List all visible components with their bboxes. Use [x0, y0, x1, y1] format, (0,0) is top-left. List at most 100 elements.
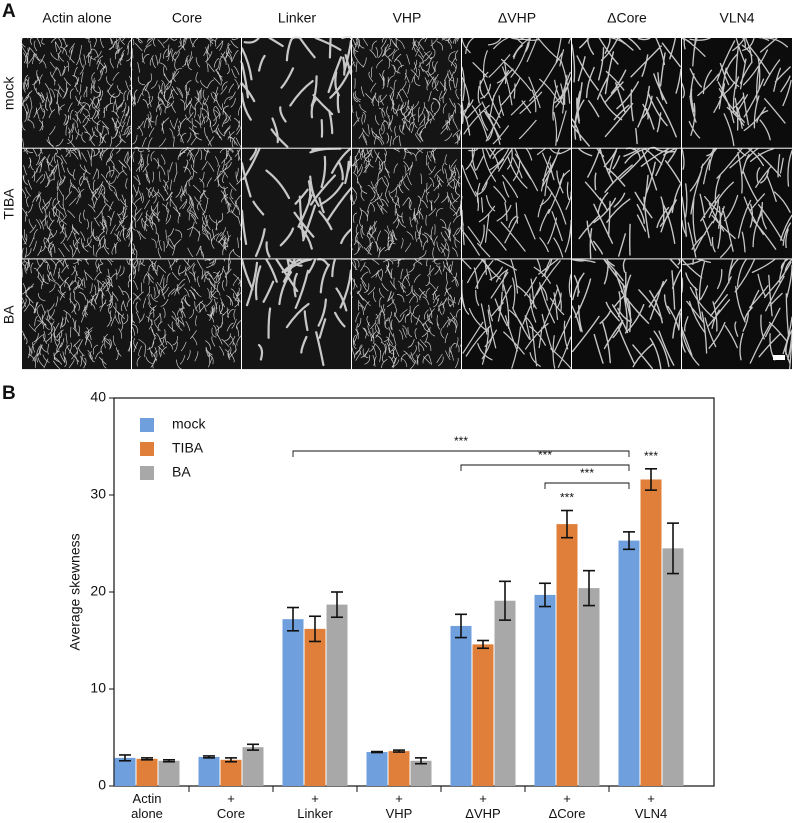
column-header: Core: [172, 10, 203, 26]
x-tick-label: Actin alone: [131, 791, 163, 821]
x-tick-label: + Linker: [297, 791, 333, 821]
row-label: TIBA: [1, 188, 17, 220]
micrograph: [352, 148, 461, 259]
significance-label: ***: [538, 448, 552, 462]
legend-label: TIBA: [172, 440, 204, 456]
error-bar: [225, 757, 237, 763]
filaments: [680, 258, 793, 370]
column-header: VHP: [393, 10, 422, 26]
filaments: [350, 147, 462, 259]
column-header: ΔVHP: [498, 10, 536, 26]
bar: [534, 594, 556, 786]
error-bar: [331, 591, 343, 619]
panel-label: A: [2, 1, 16, 22]
bar: [242, 747, 264, 786]
error-bar: [287, 606, 299, 632]
y-tick-label: 20: [90, 583, 106, 599]
micrograph: [22, 38, 131, 148]
filaments: [350, 258, 463, 370]
error-bar: [203, 755, 215, 759]
scale-bar: [773, 355, 785, 360]
error-bar: [309, 615, 321, 643]
bar: [114, 757, 136, 786]
error-bar: [667, 522, 679, 575]
column-header: Actin alone: [42, 10, 111, 26]
y-tick-label: 30: [90, 486, 106, 502]
bar: [410, 760, 432, 786]
significance-label: ***: [580, 466, 594, 480]
bar: [578, 588, 600, 786]
x-tick-label: + ΔCore: [549, 791, 586, 821]
bar: [366, 752, 388, 786]
micrograph: [682, 148, 792, 259]
bar: [220, 759, 242, 786]
legend-swatch: [140, 466, 154, 480]
legend-label: BA: [172, 464, 191, 480]
micrograph: [352, 259, 461, 370]
filaments: [351, 36, 462, 147]
legend-swatch: [140, 442, 154, 456]
significance-label: ***: [454, 434, 468, 448]
filaments: [21, 147, 132, 259]
error-bar: [119, 754, 131, 762]
bar: [158, 760, 180, 786]
y-tick-label: 10: [90, 680, 106, 696]
bar: [304, 628, 326, 786]
filaments: [20, 258, 133, 369]
legend-swatch: [140, 418, 154, 432]
filaments: [571, 37, 682, 147]
error-bar: [561, 509, 573, 539]
x-tick-label: + VLN4: [635, 791, 668, 821]
filaments: [130, 258, 243, 370]
bar: [136, 758, 158, 786]
filaments: [461, 258, 572, 369]
y-axis-label: Average skewness: [67, 533, 83, 650]
bar: [282, 619, 304, 786]
error-bar: [623, 531, 635, 551]
error-bar: [393, 749, 405, 753]
filaments: [20, 35, 132, 148]
row-label: BA: [1, 305, 17, 324]
error-bar: [415, 757, 427, 765]
y-tick-label: 0: [98, 777, 106, 793]
bar: [198, 756, 220, 786]
legend-label: mock: [172, 416, 206, 432]
error-bar: [141, 757, 153, 761]
filaments: [130, 37, 242, 148]
column-header: ΔCore: [607, 10, 647, 26]
micrograph: [352, 38, 461, 148]
significance-label: ***: [644, 449, 658, 463]
panel-label: B: [2, 383, 16, 404]
row-label: mock: [1, 76, 17, 110]
x-tick-label: + VHP: [386, 791, 413, 821]
filaments: [571, 258, 682, 370]
bar: [326, 604, 348, 786]
filaments: [681, 148, 793, 258]
bar: [556, 524, 578, 786]
filaments: [240, 147, 353, 258]
error-bar: [583, 569, 595, 607]
error-bar: [477, 639, 489, 650]
x-tick-label: + Core: [217, 791, 245, 821]
micrograph: [572, 148, 681, 259]
error-bar: [247, 743, 259, 751]
filaments: [131, 146, 242, 259]
error-bar: [371, 750, 383, 754]
x-tick-label: + ΔVHP: [465, 791, 500, 821]
bar: [472, 644, 494, 786]
error-bar: [499, 580, 511, 621]
significance-label: ***: [560, 491, 574, 505]
filaments: [240, 35, 353, 148]
error-bar: [455, 613, 467, 639]
significance-bracket: [460, 464, 630, 471]
column-header: VLN4: [719, 10, 754, 26]
bar: [388, 751, 410, 786]
filaments: [461, 37, 572, 146]
bar: [494, 600, 516, 786]
filaments: [681, 37, 792, 147]
filaments: [460, 148, 572, 258]
filaments: [240, 258, 353, 367]
significance-bracket: [292, 450, 630, 457]
error-bar: [163, 759, 175, 763]
